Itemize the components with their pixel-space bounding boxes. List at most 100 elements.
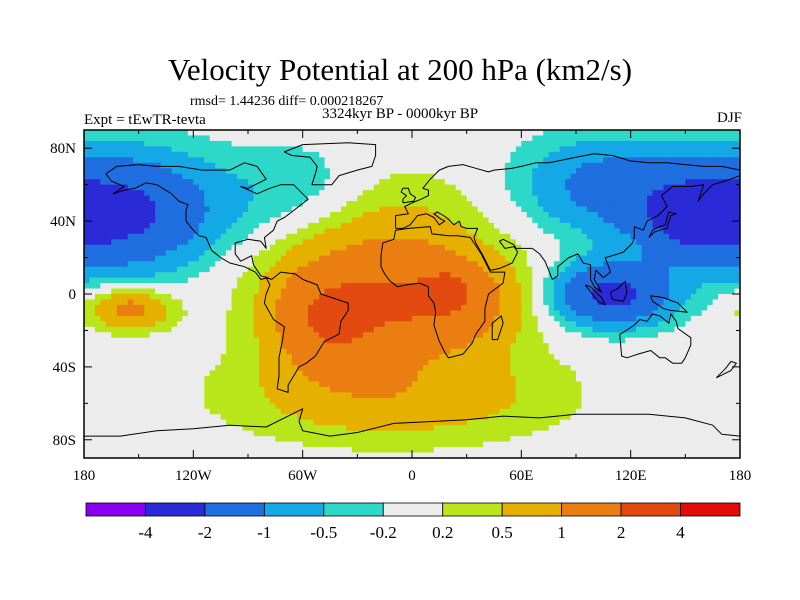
field-cell	[302, 212, 309, 219]
field-cell	[439, 294, 446, 301]
field-cell	[395, 266, 402, 273]
field-cell	[384, 348, 391, 355]
field-cell	[182, 239, 189, 246]
field-cell	[308, 228, 315, 235]
field-cell	[641, 151, 648, 158]
field-cell	[401, 348, 408, 355]
field-cell	[554, 294, 561, 301]
field-cell	[198, 299, 205, 306]
field-cell	[94, 217, 101, 224]
field-cell	[144, 343, 151, 350]
field-cell	[504, 315, 511, 322]
field-cell	[373, 315, 380, 322]
field-cell	[548, 288, 555, 295]
field-cell	[144, 146, 151, 153]
field-cell	[384, 130, 391, 137]
field-cell	[406, 266, 413, 273]
field-cell	[488, 277, 495, 284]
field-cell	[144, 130, 151, 137]
field-cell	[526, 310, 533, 317]
field-cell	[362, 233, 369, 240]
field-cell	[395, 239, 402, 246]
field-cell	[122, 250, 129, 257]
field-cell	[116, 354, 123, 361]
field-cell	[286, 343, 293, 350]
field-cell	[461, 195, 468, 202]
field-cell	[510, 332, 517, 339]
field-cell	[231, 332, 238, 339]
field-cell	[94, 173, 101, 180]
field-cell	[597, 151, 604, 158]
field-cell	[679, 315, 686, 322]
field-cell	[209, 321, 216, 328]
field-cell	[351, 140, 358, 147]
field-cell	[193, 168, 200, 175]
field-cell	[313, 326, 320, 333]
field-cell	[373, 343, 380, 350]
field-cell	[357, 146, 364, 153]
field-cell	[226, 266, 233, 273]
field-cell	[428, 239, 435, 246]
field-cell	[701, 255, 708, 262]
field-cell	[461, 228, 468, 235]
field-cell	[570, 157, 577, 164]
field-cell	[455, 266, 462, 273]
field-cell	[319, 151, 326, 158]
field-cell	[461, 168, 468, 175]
field-cell	[242, 321, 249, 328]
field-cell	[718, 157, 725, 164]
field-cell	[127, 321, 134, 328]
field-cell	[390, 239, 397, 246]
field-cell	[668, 222, 675, 229]
field-cell	[335, 326, 342, 333]
field-cell	[652, 217, 659, 224]
field-cell	[401, 315, 408, 322]
field-cell	[570, 190, 577, 197]
field-cell	[597, 184, 604, 191]
field-cell	[477, 277, 484, 284]
field-cell	[433, 222, 440, 229]
field-cell	[335, 277, 342, 284]
field-cell	[663, 321, 670, 328]
field-cell	[674, 261, 681, 268]
field-cell	[433, 184, 440, 191]
field-cell	[570, 272, 577, 279]
field-cell	[351, 321, 358, 328]
field-cell	[597, 233, 604, 240]
field-cell	[554, 250, 561, 257]
field-cell	[220, 321, 227, 328]
field-cell	[100, 321, 107, 328]
field-cell	[581, 173, 588, 180]
field-cell	[357, 250, 364, 257]
field-cell	[187, 173, 194, 180]
field-cell	[406, 222, 413, 229]
field-cell	[658, 179, 665, 186]
field-cell	[319, 190, 326, 197]
field-cell	[510, 233, 517, 240]
field-cell	[226, 217, 233, 224]
field-cell	[543, 140, 550, 147]
field-cell	[176, 326, 183, 333]
field-cell	[554, 184, 561, 191]
field-cell	[543, 190, 550, 197]
field-cell	[242, 283, 249, 290]
field-cell	[176, 354, 183, 361]
field-cell	[166, 184, 173, 191]
field-cell	[160, 304, 167, 311]
field-cell	[668, 162, 675, 169]
field-cell	[406, 310, 413, 317]
field-cell	[433, 135, 440, 142]
field-cell	[237, 157, 244, 164]
field-cell	[515, 343, 522, 350]
field-cell	[433, 179, 440, 186]
field-cell	[215, 190, 222, 197]
field-cell	[319, 135, 326, 142]
field-cell	[116, 266, 123, 273]
field-cell	[712, 255, 719, 262]
field-cell	[685, 239, 692, 246]
field-cell	[472, 299, 479, 306]
field-cell	[499, 304, 506, 311]
field-cell	[641, 239, 648, 246]
field-cell	[204, 343, 211, 350]
field-cell	[674, 130, 681, 137]
